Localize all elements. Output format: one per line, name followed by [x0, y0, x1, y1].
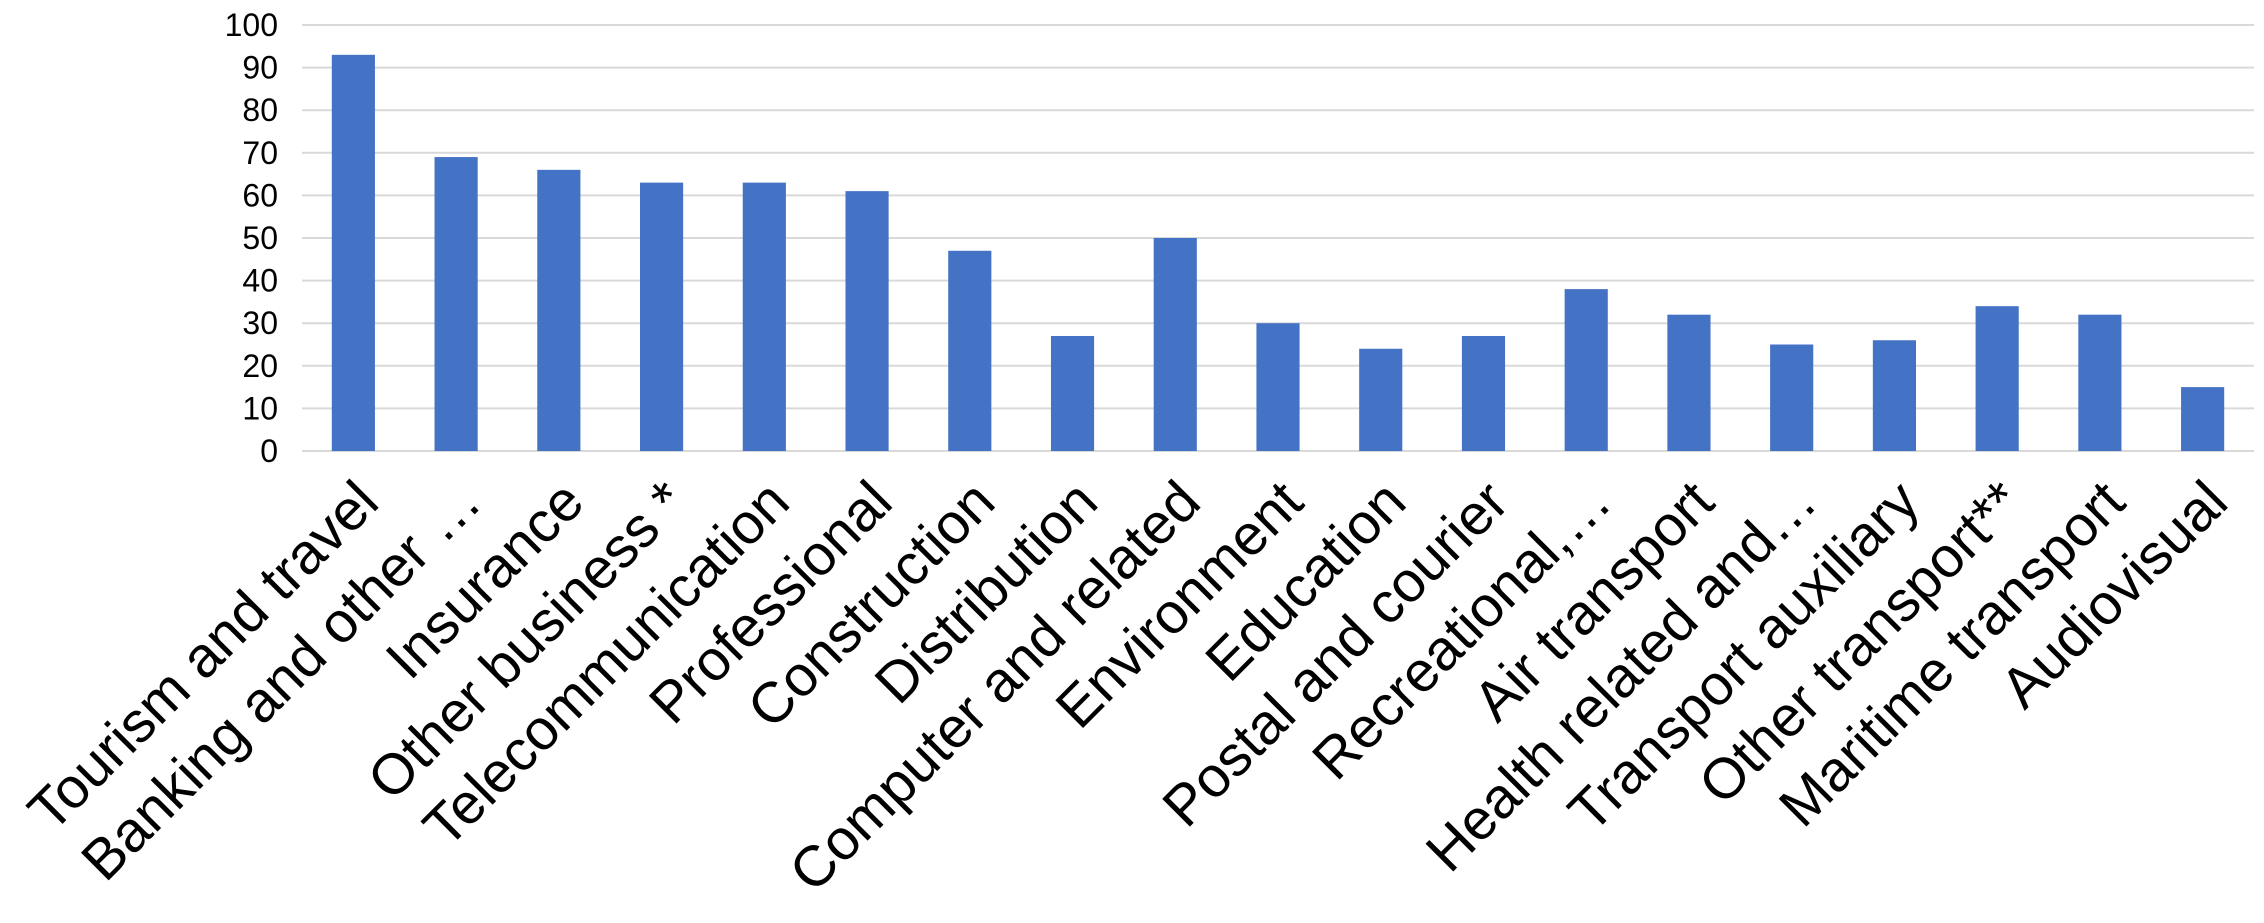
y-tick-label: 20: [242, 348, 278, 384]
bar: [331, 54, 375, 451]
bar: [434, 157, 478, 451]
grid-lines: [302, 24, 2254, 452]
bar: [1153, 238, 1197, 451]
bar: [537, 169, 581, 451]
bar: [948, 250, 992, 451]
bars: [331, 54, 2225, 451]
y-tick-label: 60: [242, 177, 278, 213]
bar: [2181, 387, 2225, 451]
y-tick-label: 10: [242, 390, 278, 426]
bar: [845, 191, 889, 451]
bar: [2078, 314, 2122, 451]
bar: [1872, 340, 1916, 451]
bar: [1564, 289, 1608, 451]
bar: [1667, 314, 1711, 451]
y-tick-label: 30: [242, 305, 278, 341]
bar: [742, 182, 786, 451]
y-axis-tick-labels: 0 10 20 30 40 50 60 70 80 90 100: [225, 7, 278, 469]
y-tick-label: 40: [242, 263, 278, 299]
y-tick-label: 70: [242, 135, 278, 171]
y-tick-label: 80: [242, 92, 278, 128]
bar: [1461, 335, 1506, 451]
bar: [1975, 306, 2019, 451]
y-tick-label: 50: [242, 220, 278, 256]
bar: [1770, 344, 1814, 451]
bar: [1050, 335, 1095, 451]
bar: [1256, 323, 1300, 451]
y-tick-label: 100: [225, 7, 278, 43]
y-tick-label: 90: [242, 50, 278, 86]
bar: [640, 182, 684, 451]
y-tick-label: 0: [260, 433, 278, 469]
bar: [1359, 348, 1403, 451]
